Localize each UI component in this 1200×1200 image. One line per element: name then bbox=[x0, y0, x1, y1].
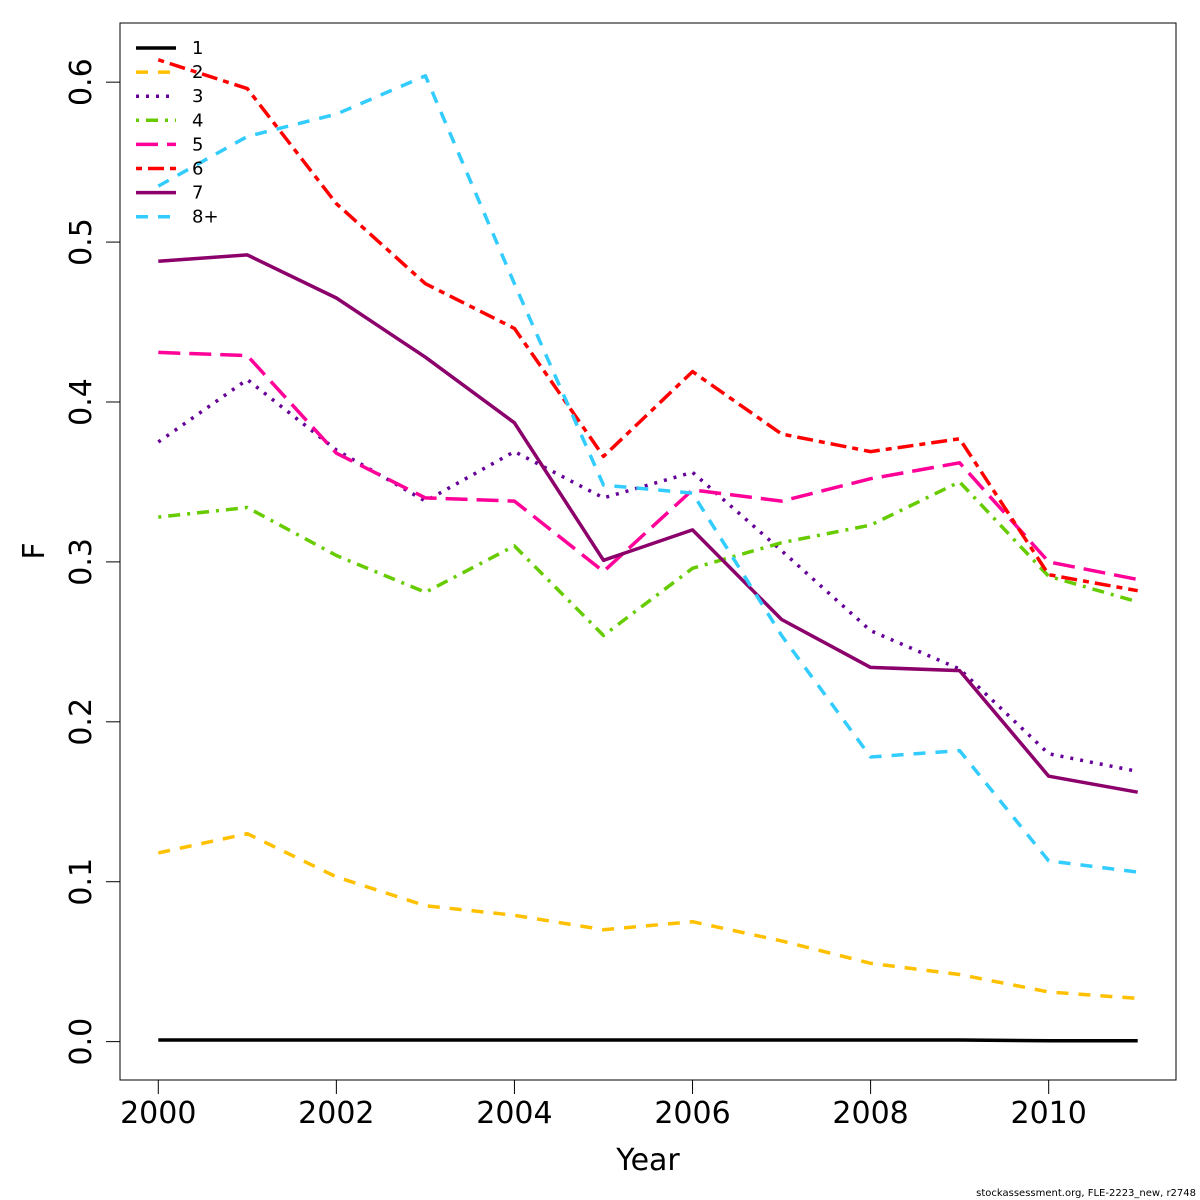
y-tick-label: 0.1 bbox=[64, 858, 99, 906]
y-axis: 0.0 0.1 0.2 0.3 0.4 0.5 0.6 bbox=[64, 58, 121, 1066]
series-line-4 bbox=[158, 480, 1139, 638]
series-line-2 bbox=[157, 831, 1138, 1001]
series-line-5 bbox=[158, 350, 1139, 582]
x-tick-label: 2004 bbox=[476, 1096, 552, 1131]
legend-label: 4 bbox=[192, 110, 203, 131]
x-tick-label: 2000 bbox=[120, 1096, 196, 1131]
legend-label: 2 bbox=[192, 62, 203, 83]
y-tick-label: 0.3 bbox=[64, 538, 99, 586]
legend-label: 3 bbox=[192, 86, 203, 107]
legend: 1 2 3 4 5 6 7 8+ bbox=[136, 38, 219, 228]
footer-note: stockassessment.org, FLE-2223_new, r2748 bbox=[976, 1188, 1196, 1199]
x-axis: 2000 2002 2004 2006 2008 2010 bbox=[120, 1079, 1087, 1131]
plot-frame bbox=[119, 22, 1177, 1081]
x-tick-label: 2002 bbox=[298, 1096, 374, 1131]
y-tick-label: 0.6 bbox=[64, 58, 99, 106]
series-line-1 bbox=[158, 1038, 1138, 1043]
series-line-3 bbox=[157, 377, 1139, 774]
series-line-6 bbox=[157, 58, 1139, 593]
series-layer bbox=[157, 58, 1139, 1043]
x-tick-label: 2008 bbox=[832, 1096, 908, 1131]
x-tick-label: 2006 bbox=[654, 1096, 730, 1131]
y-tick-label: 0.4 bbox=[64, 378, 99, 426]
y-axis-title: F bbox=[17, 542, 52, 559]
y-tick-label: 0.2 bbox=[64, 698, 99, 746]
x-tick-label: 2010 bbox=[1010, 1096, 1086, 1131]
x-axis-title: Year bbox=[615, 1143, 680, 1178]
legend-label: 7 bbox=[192, 183, 203, 204]
series-line-8plus bbox=[157, 74, 1138, 874]
series-line-7 bbox=[158, 253, 1139, 794]
y-tick-label: 0.5 bbox=[64, 218, 99, 266]
legend-label: 5 bbox=[192, 134, 203, 155]
y-tick-label: 0.0 bbox=[64, 1018, 99, 1066]
legend-label: 6 bbox=[192, 159, 203, 180]
legend-label: 1 bbox=[192, 38, 203, 59]
legend-label: 8+ bbox=[192, 207, 219, 228]
